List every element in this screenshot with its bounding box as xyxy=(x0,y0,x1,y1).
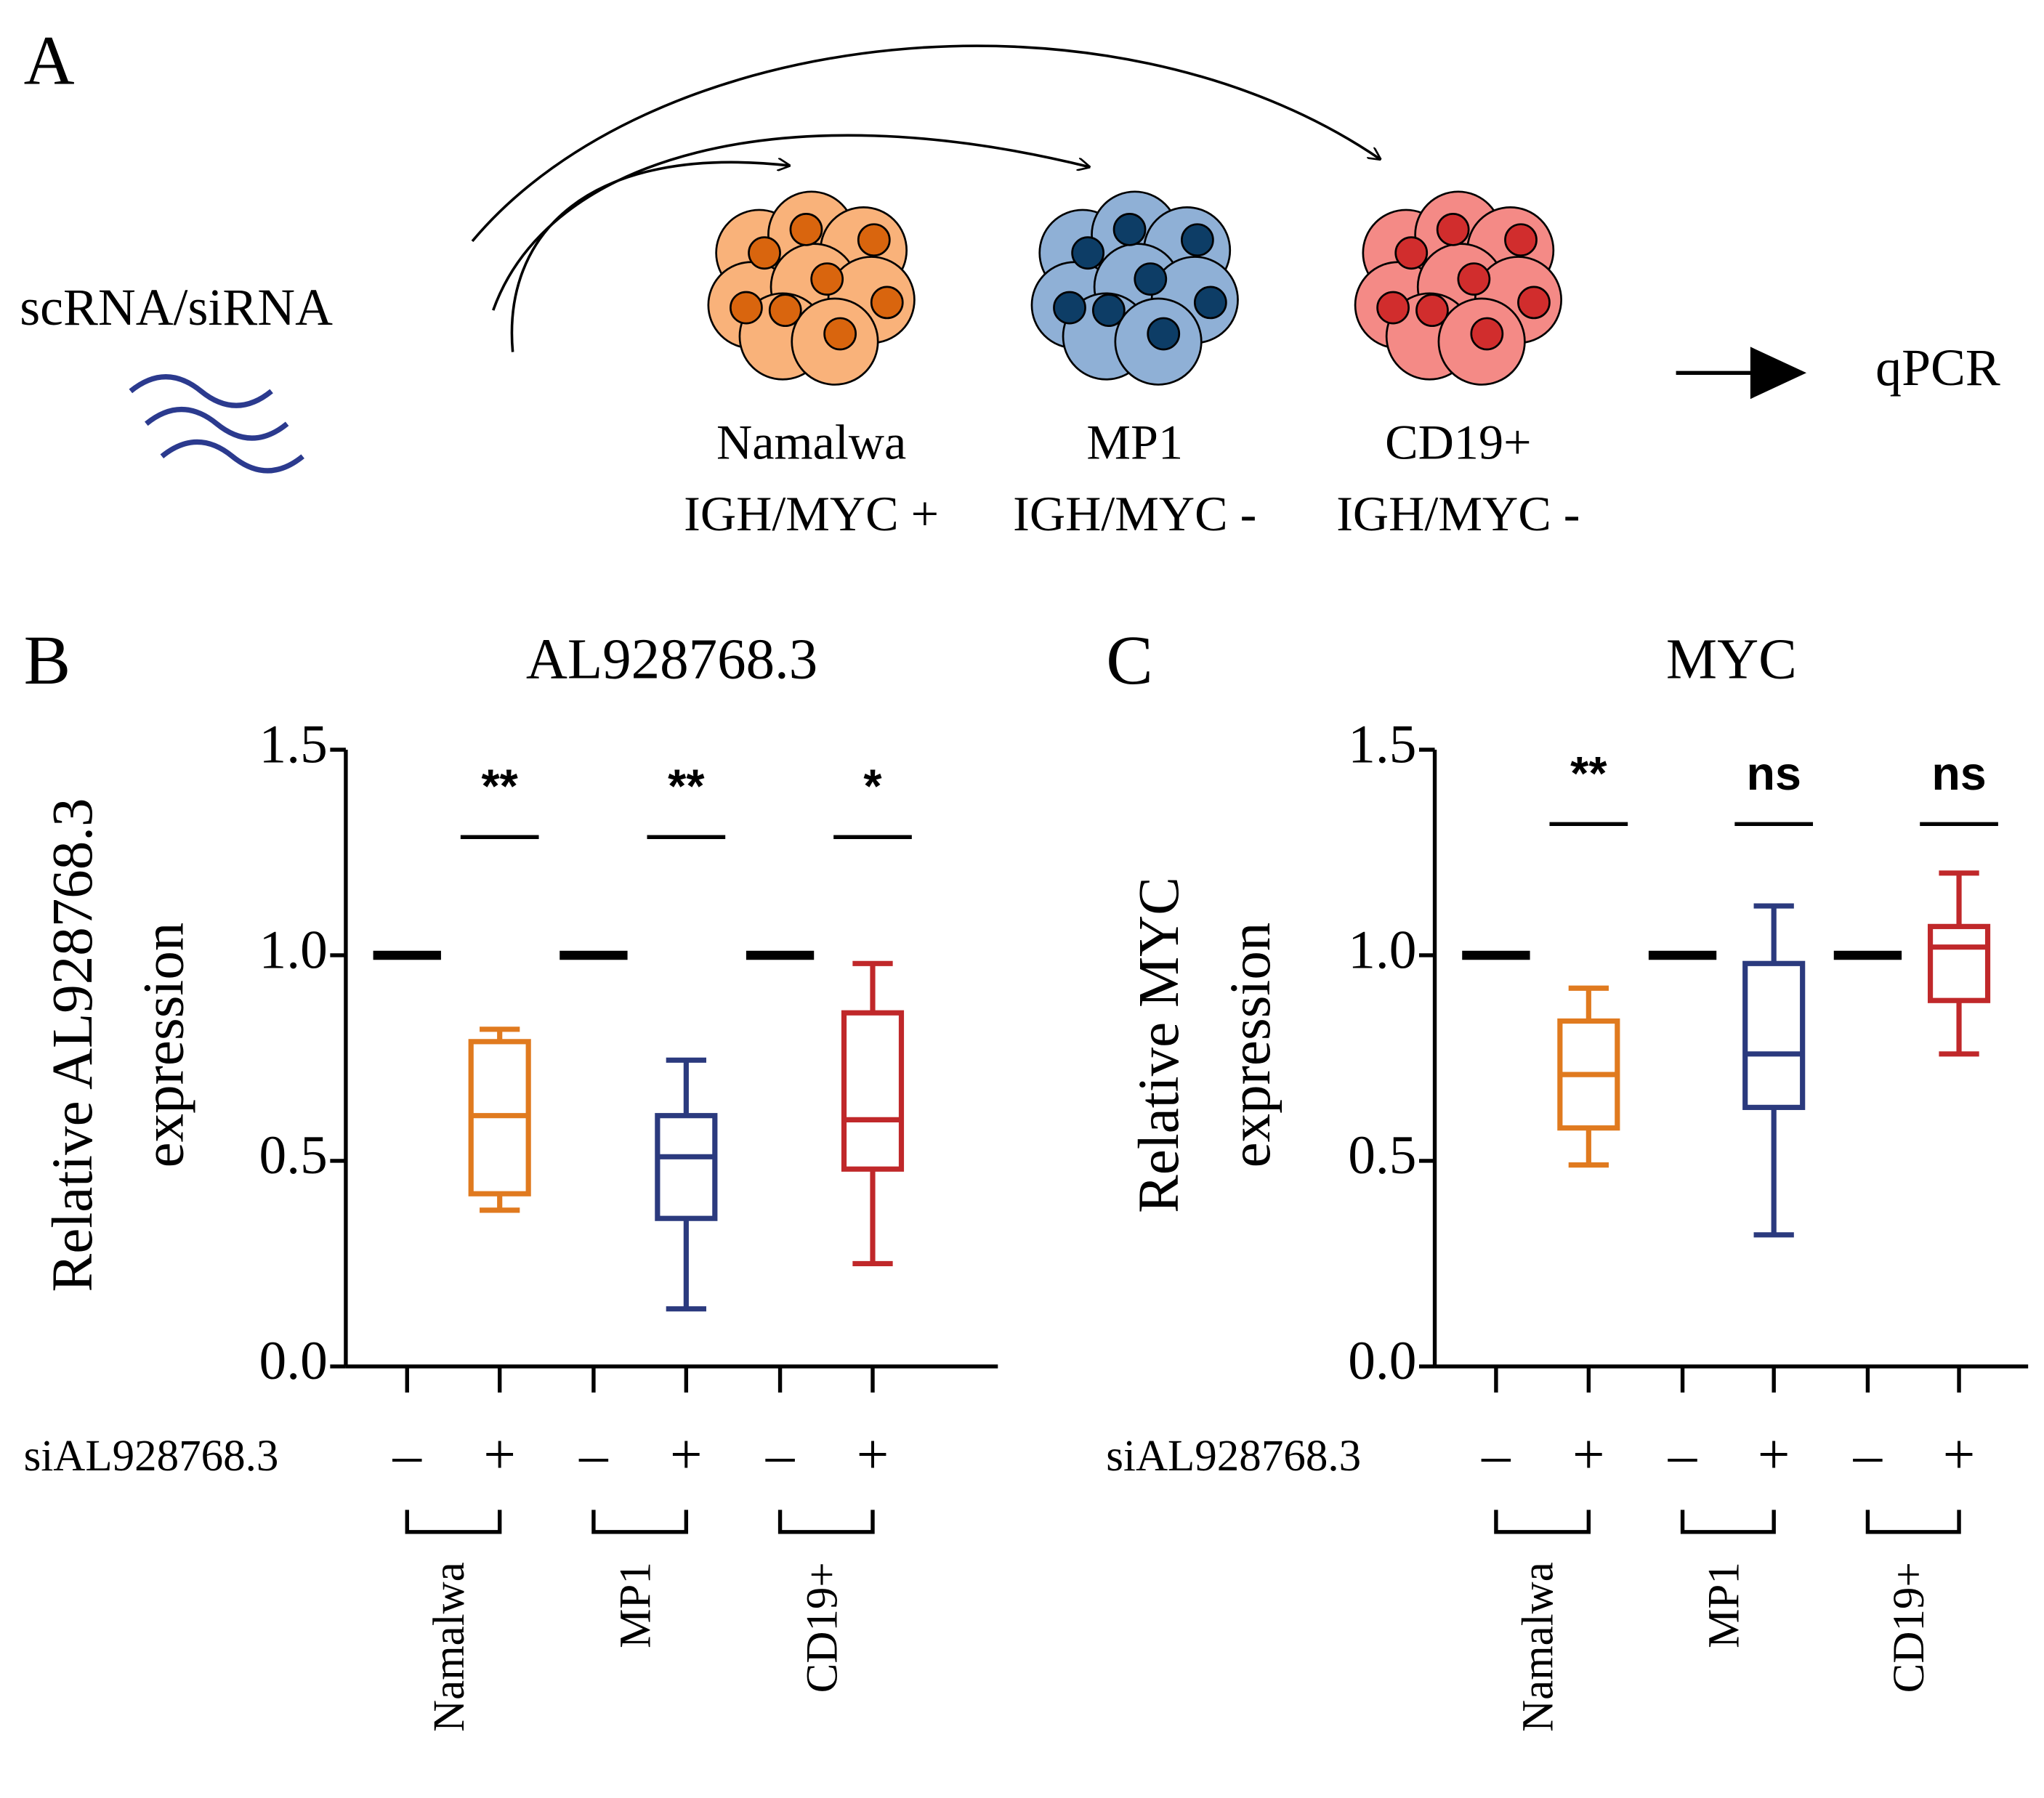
significance-label: ** xyxy=(1570,748,1607,800)
nucleus xyxy=(810,262,844,296)
significance-label: ** xyxy=(482,761,519,813)
y-axis-label: Relative AL928768.3 xyxy=(41,798,105,1292)
cell-status: IGH/MYC - xyxy=(1336,486,1580,541)
treatment-label: siAL928768.3 xyxy=(1106,1432,1361,1481)
nucleus xyxy=(1517,286,1551,320)
y-tick-label: 1.5 xyxy=(1348,714,1416,774)
nucleus xyxy=(1147,317,1181,351)
x-tick-label: – xyxy=(392,1423,423,1486)
significance-label: ns xyxy=(1746,748,1801,800)
x-tick-label: + xyxy=(483,1423,516,1486)
box xyxy=(841,1010,905,1172)
y-tick-label: 0.5 xyxy=(259,1125,328,1186)
y-axis-label: Relative MYC xyxy=(1128,877,1191,1213)
nucleus xyxy=(730,291,763,325)
nucleus xyxy=(823,317,857,351)
arrow-head xyxy=(1750,347,1807,400)
y-tick-label: 1.0 xyxy=(1348,920,1416,980)
x-tick-label: – xyxy=(1668,1423,1698,1486)
panel-letter: C xyxy=(1106,621,1153,699)
x-tick-label: – xyxy=(765,1423,796,1486)
x-tick-label: – xyxy=(1481,1423,1511,1486)
group-label: CD19+ xyxy=(1885,1562,1934,1693)
rna-icon xyxy=(129,374,304,474)
nucleus xyxy=(1376,291,1410,325)
panel-letter: B xyxy=(24,621,71,699)
nucleus xyxy=(1470,317,1504,351)
nucleus xyxy=(748,236,781,270)
nucleus xyxy=(1091,293,1126,328)
group-label: Namalwa xyxy=(425,1562,474,1732)
y-tick-label: 1.0 xyxy=(259,920,328,980)
nucleus xyxy=(789,212,823,246)
group-bracket xyxy=(591,1510,689,1534)
significance-label: ** xyxy=(668,761,705,813)
chart-title: AL928768.3 xyxy=(526,628,817,691)
nucleus xyxy=(870,286,904,320)
treatment-label: siAL928768.3 xyxy=(24,1432,279,1481)
x-tick-label: + xyxy=(1943,1423,1976,1486)
x-tick-label: + xyxy=(1572,1423,1605,1486)
x-tick-label: + xyxy=(857,1423,889,1486)
cell-clusters xyxy=(707,190,1562,386)
panel-letter: A xyxy=(24,22,75,100)
input-label: scRNA/siRNA xyxy=(20,278,333,336)
y-axis-label: expression xyxy=(1219,923,1282,1168)
box xyxy=(655,1113,718,1221)
cell-name: MP1 xyxy=(1086,414,1183,469)
nucleus xyxy=(1112,212,1147,246)
x-tick-label: + xyxy=(1758,1423,1790,1486)
panel-a: A scRNA/siRNA qPCR xyxy=(20,22,2000,474)
nucleus xyxy=(1457,262,1491,296)
significance-label: ns xyxy=(1931,748,1986,800)
group-bracket xyxy=(1494,1510,1591,1534)
group-bracket xyxy=(1680,1510,1776,1534)
cell-status: IGH/MYC + xyxy=(684,486,939,541)
nucleus xyxy=(1415,293,1449,328)
group-bracket xyxy=(405,1510,502,1534)
y-tick-label: 0.0 xyxy=(259,1331,328,1391)
nucleus xyxy=(1181,223,1214,257)
cell-status: IGH/MYC - xyxy=(1013,486,1256,541)
y-tick-label: 0.5 xyxy=(1348,1125,1416,1186)
y-tick-label: 1.5 xyxy=(259,714,328,774)
nucleus xyxy=(768,293,802,328)
x-tick-label: + xyxy=(670,1423,703,1486)
cell-name: CD19+ xyxy=(1385,414,1531,469)
group-bracket xyxy=(777,1510,875,1534)
nucleus xyxy=(1053,291,1086,325)
x-tick-label: – xyxy=(578,1423,609,1486)
significance-label: * xyxy=(863,761,882,813)
nucleus xyxy=(1436,212,1470,246)
x-tick-label: – xyxy=(1853,1423,1883,1486)
chart-title: MYC xyxy=(1666,628,1797,691)
nucleus xyxy=(1134,262,1168,296)
box xyxy=(1742,960,1806,1110)
arrows xyxy=(471,44,1380,352)
output-label: qPCR xyxy=(1875,339,2000,397)
group-label: MP1 xyxy=(1700,1562,1748,1648)
box xyxy=(1927,923,1991,1003)
nucleus xyxy=(1193,286,1227,320)
group-label: CD19+ xyxy=(798,1562,847,1693)
nucleus xyxy=(1394,236,1429,270)
nucleus xyxy=(857,223,891,257)
y-axis-label: expression xyxy=(133,923,196,1168)
group-bracket xyxy=(1865,1510,1961,1534)
nucleus xyxy=(1504,223,1538,257)
y-tick-label: 0.0 xyxy=(1348,1331,1416,1391)
nucleus xyxy=(1071,236,1105,270)
cell-name: Namalwa xyxy=(716,414,906,469)
group-label: MP1 xyxy=(612,1562,661,1648)
group-label: Namalwa xyxy=(1514,1562,1563,1732)
